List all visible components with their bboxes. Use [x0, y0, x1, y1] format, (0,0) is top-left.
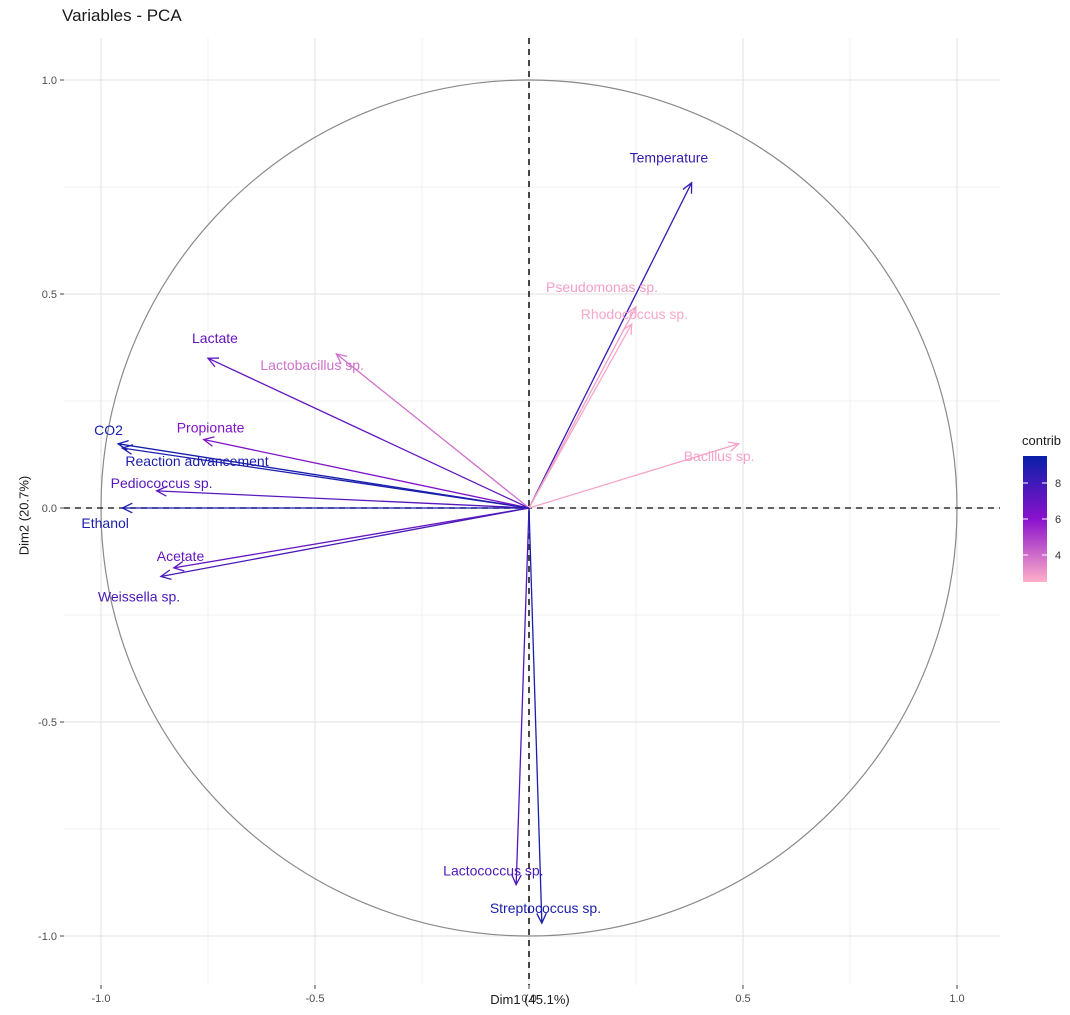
arrow-bacillus-sp	[528, 443, 739, 509]
label-rhodococcus-sp: Rhodococcus sp.	[581, 306, 688, 322]
y-tick-label: 0.5	[42, 289, 57, 301]
arrow-acetate	[173, 507, 530, 569]
arrow-pediococcus-sp	[156, 490, 530, 509]
variable-labels: Temperature Pseudomonas sp. Rhodococcus sp…	[81, 150, 754, 916]
y-tick-label: -0.5	[38, 717, 57, 729]
label-propionate: Propionate	[177, 420, 245, 436]
label-bacillus-sp: Bacillus sp.	[684, 448, 755, 464]
y-tick-label: 1.0	[42, 75, 57, 87]
arrow-weissella-sp-head	[159, 569, 172, 580]
arrow-pseudomonas-sp	[528, 306, 637, 509]
axis-ticks: -1.0 -0.5 0.0 0.5 1.0 -1.0 -0.5 0.0 0.5 1.0	[38, 75, 965, 1005]
label-acetate: Acetate	[157, 548, 205, 564]
arrow-lactobacillus-sp	[335, 353, 530, 509]
chart-title: Variables - PCA	[62, 6, 182, 25]
arrow-lactococcus-sp	[515, 507, 530, 885]
variable-arrows	[116, 181, 741, 925]
y-tick-label: 0.0	[42, 503, 57, 515]
label-ethanol: Ethanol	[81, 515, 128, 531]
arrow-pediococcus-sp-head	[155, 485, 168, 497]
y-axis-label: Dim2 (20.7%)	[16, 475, 32, 556]
x-tick-label: -1.0	[92, 993, 111, 1005]
contrib-legend: 4 6 8	[1023, 456, 1061, 582]
legend-tick-label: 6	[1055, 514, 1061, 526]
reference-lines	[64, 38, 1000, 985]
arrow-reaction-advancement-head	[120, 444, 134, 455]
x-tick-label: -0.5	[306, 993, 325, 1005]
x-axis-label: Dim1 (45.1%)	[490, 992, 570, 1007]
arrow-lactobacillus-sp-head	[335, 352, 348, 365]
label-lactococcus-sp: Lactococcus sp.	[443, 863, 543, 879]
grid-major	[64, 38, 1000, 985]
label-pseudomonas-sp: Pseudomonas sp.	[546, 279, 658, 295]
arrow-acetate-head	[172, 561, 185, 572]
arrow-rhodococcus-sp-head	[622, 322, 633, 335]
label-pediococcus-sp: Pediococcus sp.	[111, 475, 213, 491]
x-tick-label: 0.0	[521, 993, 536, 1005]
label-weissella-sp: Weissella sp.	[98, 588, 180, 604]
label-streptococcus-sp: Streptococcus sp.	[490, 900, 601, 916]
arrow-rhodococcus-sp	[528, 323, 633, 509]
arrow-reaction-advancement	[122, 447, 530, 509]
arrow-pseudomonas-sp-head	[626, 305, 637, 318]
grid-minor	[64, 38, 1000, 985]
x-tick-label: 1.0	[949, 993, 964, 1005]
label-co2: CO2	[94, 422, 123, 438]
arrow-temperature-head	[682, 181, 693, 194]
arrow-propionate-head	[202, 436, 215, 447]
arrow-lactate	[207, 357, 530, 509]
label-lactobacillus-sp: Lactobacillus sp.	[260, 357, 364, 373]
arrow-streptococcus-sp	[528, 507, 543, 924]
arrow-weissella-sp	[160, 507, 530, 578]
arrow-lactococcus-sp-head	[511, 874, 522, 887]
legend-title: contrib	[1022, 433, 1062, 448]
arrow-bacillus-sp-head	[727, 441, 741, 452]
legend-tick-label: 8	[1055, 478, 1061, 490]
label-reaction-advancement: Reaction advancement	[125, 453, 268, 469]
y-tick-label: -1.0	[38, 931, 57, 943]
arrow-lactate-head	[206, 357, 220, 368]
label-lactate: Lactate	[192, 330, 238, 346]
legend-tick-label: 4	[1055, 550, 1061, 562]
label-temperature: Temperature	[630, 150, 709, 166]
arrow-streptococcus-sp-head	[536, 912, 547, 925]
arrow-ethanol-head	[120, 502, 133, 514]
x-tick-label: 0.5	[735, 993, 750, 1005]
arrow-temperature	[528, 182, 693, 509]
arrow-propionate	[203, 438, 530, 509]
